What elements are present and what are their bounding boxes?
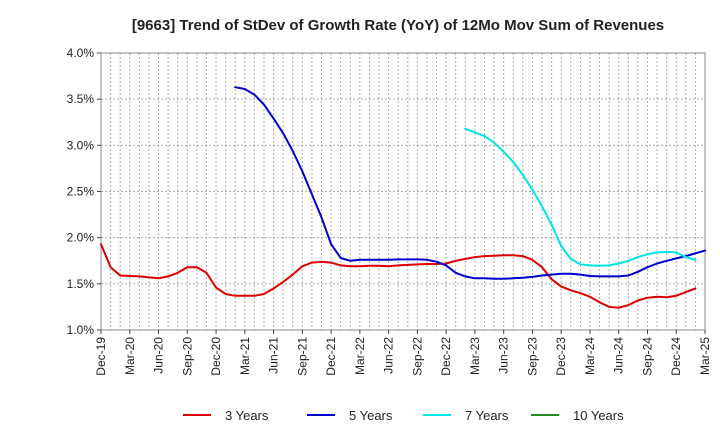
x-tick-label: Mar-21 <box>238 337 252 375</box>
y-tick-label: 2.0% <box>67 231 95 245</box>
x-tick-label: Sep-20 <box>180 337 194 376</box>
x-tick-label: Sep-22 <box>410 337 424 376</box>
x-tick-label: Dec-21 <box>324 337 338 376</box>
x-tick-label: Jun-22 <box>382 337 396 374</box>
y-axis: 1.0% 1.5% 2.0% 2.5% 3.0% 3.5% 4.0% <box>67 46 101 337</box>
x-tick-label: Dec-19 <box>94 337 108 376</box>
x-tick-label: Dec-20 <box>209 337 223 376</box>
legend-label: 5 Years <box>349 408 393 423</box>
y-tick-label: 4.0% <box>67 46 95 60</box>
x-tick-label: Mar-24 <box>583 337 597 375</box>
y-tick-label: 3.5% <box>67 92 95 106</box>
x-tick-label: Jun-23 <box>497 337 511 374</box>
chart-title: [9663] Trend of StDev of Growth Rate (Yo… <box>132 17 664 34</box>
x-tick-label: Sep-24 <box>640 337 654 376</box>
y-tick-label: 1.5% <box>67 277 95 291</box>
x-tick-label: Dec-22 <box>439 337 453 376</box>
legend: 3 Years 5 Years 7 Years 10 Years <box>183 408 624 423</box>
series-line-3-years <box>100 243 697 309</box>
x-tick-label: Jun-20 <box>152 337 166 374</box>
x-tick-label: Dec-24 <box>669 337 683 376</box>
x-tick-label: Mar-22 <box>353 337 367 375</box>
y-tick-label: 2.5% <box>67 185 95 199</box>
legend-label: 10 Years <box>573 408 624 423</box>
series-lines <box>100 86 706 309</box>
x-tick-label: Mar-23 <box>468 337 482 375</box>
x-tick-label: Dec-23 <box>554 337 568 376</box>
x-tick-label: Sep-21 <box>295 337 309 376</box>
x-tick-label: Mar-20 <box>123 337 137 375</box>
series-line-7-years <box>464 127 697 267</box>
legend-label: 3 Years <box>225 408 269 423</box>
series-line-5-years <box>234 86 706 280</box>
grid <box>100 52 706 331</box>
legend-label: 7 Years <box>465 408 509 423</box>
x-tick-label: Jun-21 <box>267 337 281 374</box>
y-tick-label: 1.0% <box>67 323 95 337</box>
x-tick-label: Jun-24 <box>612 337 626 374</box>
x-tick-label: Mar-25 <box>698 337 712 375</box>
x-axis: Dec-19 Mar-20 Jun-20 Sep-20 Dec-20 Mar-21 Jun-… <box>94 330 712 376</box>
y-tick-label: 3.0% <box>67 138 95 152</box>
x-tick-label: Sep-23 <box>525 337 539 376</box>
